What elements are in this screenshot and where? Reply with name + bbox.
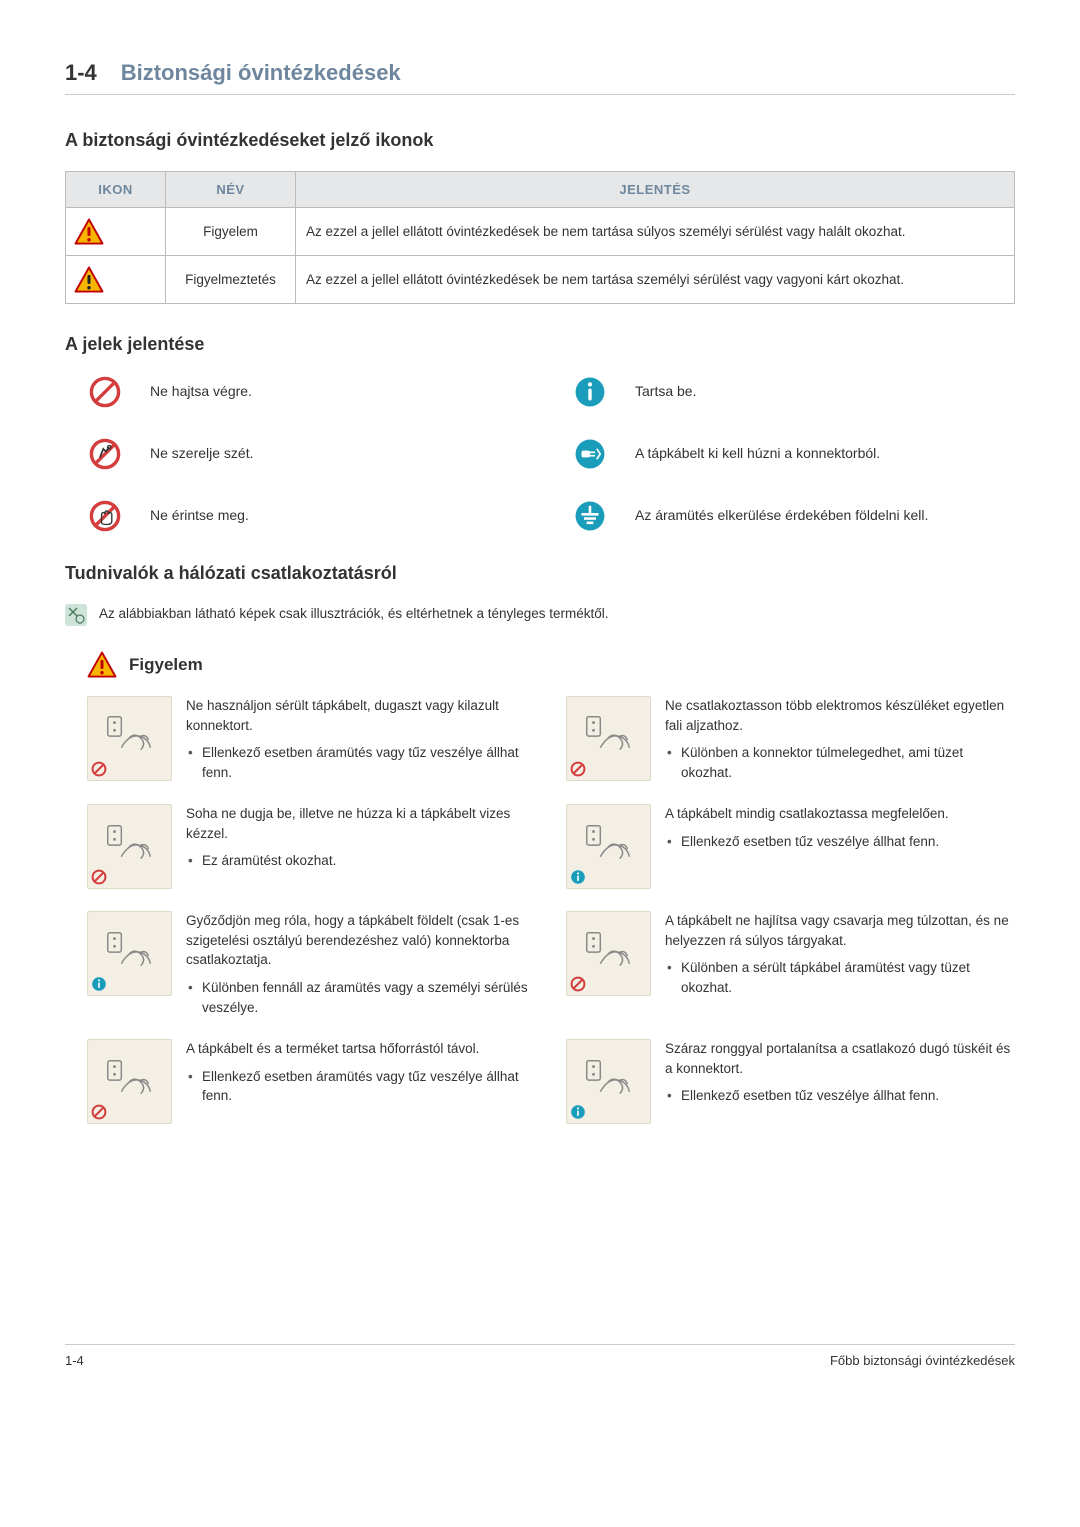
corner-prohibit-icon	[91, 761, 107, 777]
table-row: Figyelmeztetés Az ezzel a jellel ellátot…	[66, 256, 1015, 304]
precaution-item: Száraz ronggyal portalanítsa a csatlakoz…	[566, 1039, 1015, 1124]
precaution-illustration	[87, 911, 172, 996]
precaution-bullet: Ellenkező esetben áramütés vagy tűz vesz…	[186, 1067, 536, 1106]
precaution-bullet: Különben a sérült tápkábel áramütést vag…	[665, 958, 1015, 997]
precaution-illustration	[566, 1039, 651, 1124]
precaution-bullet: Ellenkező esetben áramütés vagy tűz vesz…	[186, 743, 536, 782]
precaution-illustration	[87, 1039, 172, 1124]
note-icon	[65, 604, 87, 626]
note-row: Az alábbiakban látható képek csak illusz…	[65, 604, 1015, 626]
corner-info-icon	[570, 869, 586, 885]
sign-row: Ne érintse meg.	[85, 499, 530, 533]
precaution-illustration	[566, 804, 651, 889]
precaution-text: A tápkábelt mindig csatlakoztassa megfel…	[665, 804, 949, 889]
precaution-text: Győződjön meg róla, hogy a tápkábelt föl…	[186, 911, 536, 1017]
th-name: NÉV	[166, 172, 296, 208]
precaution-illustration	[87, 696, 172, 781]
precaution-item: Soha ne dugja be, illetve ne húzza ki a …	[87, 804, 536, 889]
precaution-item: A tápkábelt mindig csatlakoztassa megfel…	[566, 804, 1015, 889]
warning-label: Figyelem	[129, 655, 203, 675]
precaution-text: Száraz ronggyal portalanítsa a csatlakoz…	[665, 1039, 1015, 1124]
section-title: Biztonsági óvintézkedések	[121, 60, 401, 85]
no-touch-icon	[85, 499, 125, 533]
page-footer: 1-4 Főbb biztonsági óvintézkedések	[65, 1344, 1015, 1368]
precaution-text: Ne használjon sérült tápkábelt, dugaszt …	[186, 696, 536, 782]
power-heading: Tudnivalók a hálózati csatlakoztatásról	[65, 563, 1015, 584]
sign-label: Ne szerelje szét.	[150, 444, 253, 464]
meaning-cell: Az ezzel a jellel ellátott óvintézkedése…	[296, 208, 1015, 256]
warning-triangle-icon	[87, 651, 117, 678]
no-disassemble-icon	[85, 437, 125, 471]
precaution-bullet: Ellenkező esetben tűz veszélye állhat fe…	[665, 832, 949, 852]
sign-row: Az áramütés elkerülése érdekében földeln…	[570, 499, 1015, 533]
precaution-bullet: Különben a konnektor túlmelegedhet, ami …	[665, 743, 1015, 782]
footer-left: 1-4	[65, 1353, 84, 1368]
name-cell: Figyelem	[166, 208, 296, 256]
corner-info-icon	[570, 1104, 586, 1120]
name-cell: Figyelmeztetés	[166, 256, 296, 304]
precaution-illustration	[87, 804, 172, 889]
prohibit-icon	[85, 375, 125, 409]
precaution-text: A tápkábelt és a terméket tartsa hőforrá…	[186, 1039, 536, 1124]
sign-label: Ne hajtsa végre.	[150, 382, 252, 402]
icon-table: IKON NÉV JELENTÉS Figyelem Az ezzel a je…	[65, 171, 1015, 304]
precaution-item: Ne csatlakoztasson több elektromos készü…	[566, 696, 1015, 782]
precaution-bullet: Ellenkező esetben tűz veszélye állhat fe…	[665, 1086, 1015, 1106]
sign-label: Az áramütés elkerülése érdekében földeln…	[635, 506, 928, 526]
signs-heading: A jelek jelentése	[65, 334, 1015, 355]
unplug-icon	[570, 437, 610, 471]
corner-prohibit-icon	[91, 1104, 107, 1120]
precaution-item: A tápkábelt ne hajlítsa vagy csavarja me…	[566, 911, 1015, 1017]
sign-row: Ne hajtsa végre.	[85, 375, 530, 409]
precaution-bullet: Ez áramütést okozhat.	[186, 851, 536, 871]
sign-row: Tartsa be.	[570, 375, 1015, 409]
icons-heading: A biztonsági óvintézkedéseket jelző ikon…	[65, 130, 1015, 151]
warning-header: Figyelem	[87, 651, 1015, 678]
precaution-illustration	[566, 696, 651, 781]
sign-label: Ne érintse meg.	[150, 506, 249, 526]
ground-icon	[570, 499, 610, 533]
corner-prohibit-icon	[91, 869, 107, 885]
precautions-grid: Ne használjon sérült tápkábelt, dugaszt …	[87, 696, 1015, 1124]
info-icon	[570, 375, 610, 409]
page-title: 1-4 Biztonsági óvintézkedések	[65, 60, 1015, 95]
precaution-item: A tápkábelt és a terméket tartsa hőforrá…	[87, 1039, 536, 1124]
th-meaning: JELENTÉS	[296, 172, 1015, 208]
icon-cell	[66, 208, 166, 256]
th-icon: IKON	[66, 172, 166, 208]
precaution-illustration	[566, 911, 651, 996]
sign-label: A tápkábelt ki kell húzni a konnektorból…	[635, 444, 880, 464]
footer-right: Főbb biztonsági óvintézkedések	[830, 1353, 1015, 1368]
precaution-item: Ne használjon sérült tápkábelt, dugaszt …	[87, 696, 536, 782]
sign-row: A tápkábelt ki kell húzni a konnektorból…	[570, 437, 1015, 471]
meaning-cell: Az ezzel a jellel ellátott óvintézkedése…	[296, 256, 1015, 304]
precaution-text: A tápkábelt ne hajlítsa vagy csavarja me…	[665, 911, 1015, 1017]
corner-prohibit-icon	[570, 976, 586, 992]
precaution-item: Győződjön meg róla, hogy a tápkábelt föl…	[87, 911, 536, 1017]
icon-cell	[66, 256, 166, 304]
note-text: Az alábbiakban látható képek csak illusz…	[99, 604, 609, 621]
precaution-text: Ne csatlakoztasson több elektromos készü…	[665, 696, 1015, 782]
corner-info-icon	[91, 976, 107, 992]
precaution-text: Soha ne dugja be, illetve ne húzza ki a …	[186, 804, 536, 889]
corner-prohibit-icon	[570, 761, 586, 777]
section-number: 1-4	[65, 60, 97, 85]
sign-row: Ne szerelje szét.	[85, 437, 530, 471]
sign-label: Tartsa be.	[635, 382, 696, 402]
table-row: Figyelem Az ezzel a jellel ellátott óvin…	[66, 208, 1015, 256]
signs-grid: Ne hajtsa végre. Tartsa be. Ne szerelje …	[85, 375, 1015, 533]
precaution-bullet: Különben fennáll az áramütés vagy a szem…	[186, 978, 536, 1017]
